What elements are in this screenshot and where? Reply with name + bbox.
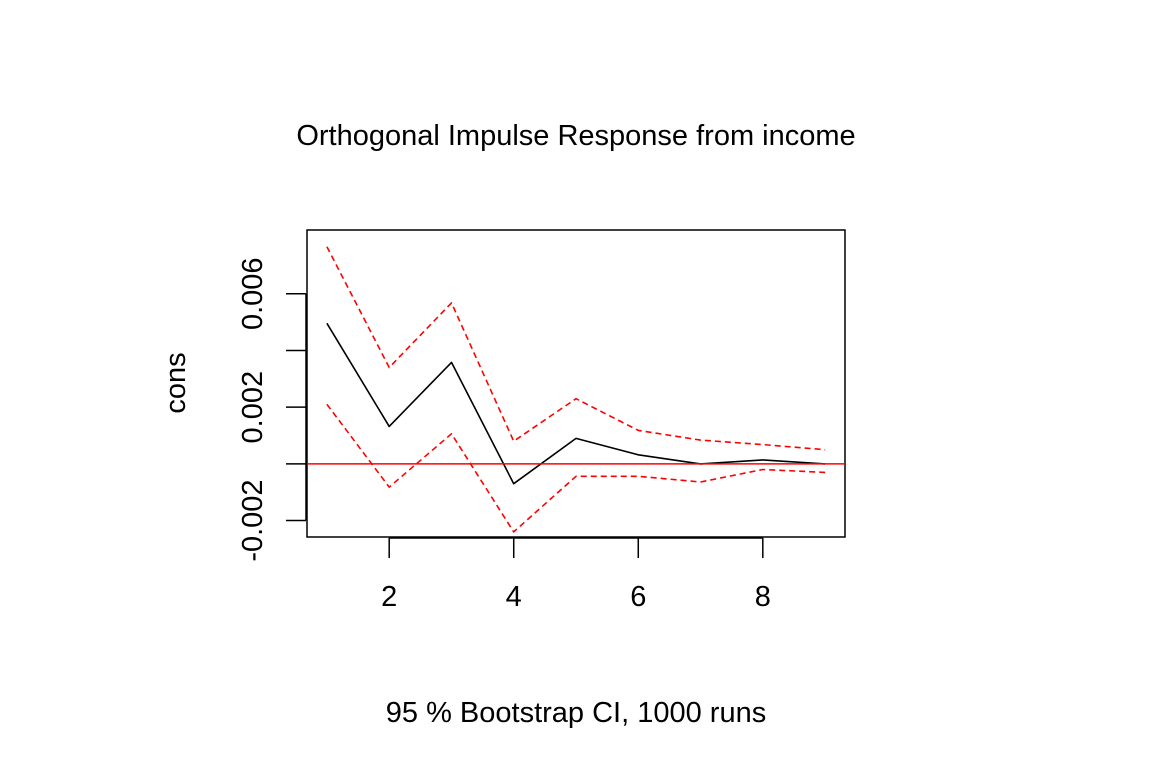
y-tick-label: -0.002: [237, 479, 269, 561]
x-tick-label: 4: [506, 581, 522, 613]
plot-lines: [307, 246, 845, 533]
y-axis-label: cons: [160, 352, 192, 413]
x-tick-label: 6: [630, 581, 646, 613]
x-axis: 2 4 6 8: [381, 537, 771, 613]
series-line-0: [326, 322, 826, 485]
x-tick-label: 2: [381, 581, 397, 613]
y-axis: -0.002 0.002 0.006: [237, 257, 307, 562]
series-line-2: [326, 403, 826, 533]
x-tick-label: 8: [755, 581, 771, 613]
x-axis-label: 95 % Bootstrap CI, 1000 runs: [386, 697, 766, 729]
y-tick-label: 0.002: [237, 371, 269, 444]
series-line-1: [326, 246, 826, 451]
y-tick-label: 0.006: [237, 257, 269, 330]
chart-title: Orthogonal Impulse Response from income: [296, 120, 855, 152]
plot-frame: [306, 229, 846, 538]
